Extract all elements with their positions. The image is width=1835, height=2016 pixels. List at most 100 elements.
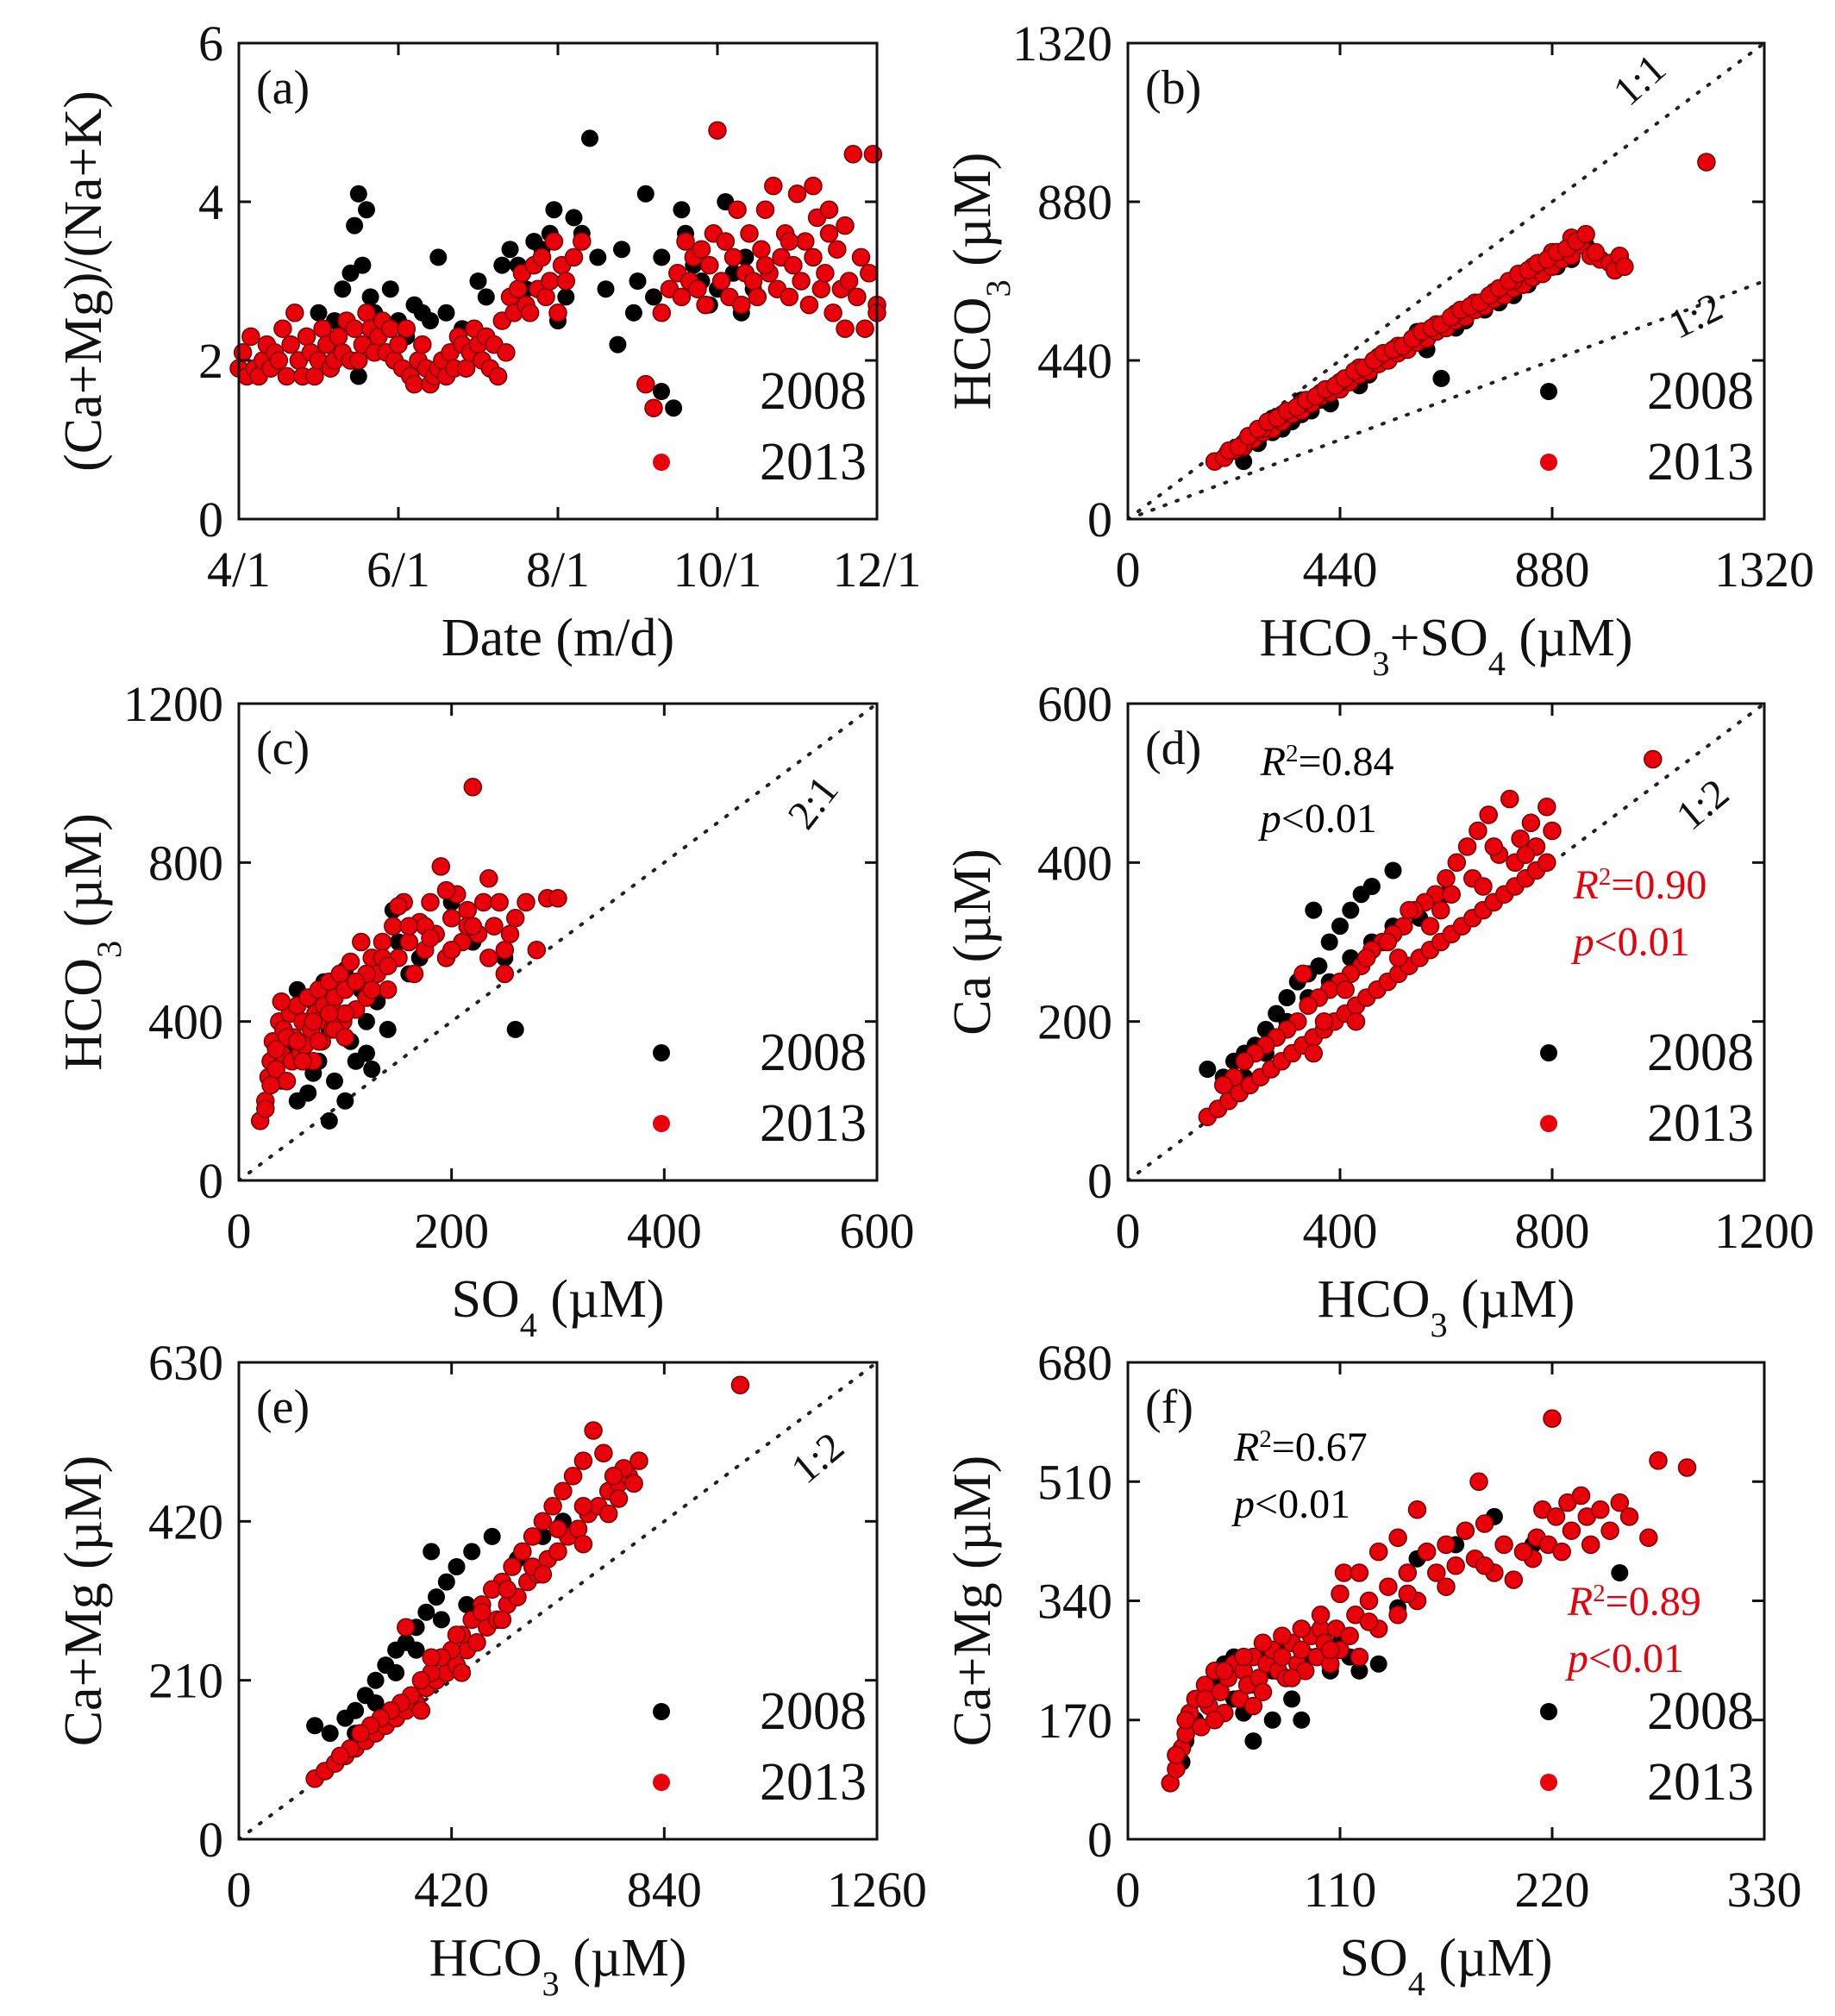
- data-point: [1571, 1486, 1591, 1506]
- y-tick-label: 440: [1037, 333, 1112, 389]
- x-axis-label: SO4 (µM): [451, 1270, 664, 1344]
- data-point: [609, 1489, 629, 1508]
- data-point: [1369, 1655, 1387, 1673]
- y-tick-label: 0: [198, 491, 223, 548]
- data-point: [306, 1717, 324, 1735]
- data-point: [335, 1028, 355, 1047]
- data-point: [816, 264, 835, 283]
- data-point: [536, 287, 555, 307]
- data-point: [241, 327, 260, 347]
- x-tick-label: 600: [840, 1203, 915, 1259]
- y-tick-label: 1320: [1012, 16, 1112, 72]
- data-point: [1417, 1542, 1437, 1562]
- data-point: [1581, 1535, 1600, 1555]
- data-point: [1446, 1556, 1465, 1575]
- data-point: [335, 1004, 355, 1024]
- r-squared-2008: R2=0.67: [1233, 1424, 1368, 1470]
- y-axis-label: HCO3 (µM): [54, 813, 128, 1071]
- data-point: [629, 272, 647, 290]
- data-point: [357, 304, 376, 322]
- data-point: [490, 892, 509, 912]
- data-point: [1311, 1606, 1331, 1625]
- data-point: [421, 929, 440, 948]
- data-point: [492, 1610, 512, 1630]
- y-tick-label: 0: [198, 1812, 223, 1868]
- y-tick-label: 210: [148, 1653, 223, 1709]
- data-point: [431, 857, 451, 876]
- panel-d: 1:2 0 400 800 1200 0 200 400 600 HCO3 (µM) Ca (µM)…: [943, 676, 1814, 1344]
- data-point: [397, 319, 416, 338]
- legend-label-2013: 2013: [1647, 433, 1754, 491]
- data-point: [533, 1565, 553, 1584]
- data-point: [266, 1040, 285, 1059]
- data-point: [346, 972, 366, 992]
- x-tick-label: 400: [627, 1203, 702, 1259]
- data-point: [505, 909, 525, 928]
- data-point: [345, 319, 364, 338]
- data-point: [349, 185, 367, 203]
- data-point: [379, 1020, 397, 1038]
- data-point: [432, 1611, 450, 1629]
- x-tick-label: 0: [1116, 1862, 1141, 1918]
- data-point: [1516, 845, 1536, 864]
- data-point: [1253, 1633, 1273, 1653]
- data-point: [740, 224, 759, 243]
- x-tick-label: 1200: [1714, 1203, 1814, 1259]
- data-point: [320, 1004, 339, 1024]
- data-point: [1400, 900, 1419, 920]
- data-point: [755, 200, 775, 219]
- legend-label-2013: 2013: [760, 433, 867, 491]
- legend: 2008 2013: [653, 362, 867, 491]
- data-point: [378, 980, 398, 999]
- data-point: [532, 247, 552, 267]
- data-point: [787, 185, 807, 203]
- data-point: [700, 255, 719, 275]
- x-tick-label: 200: [414, 1203, 489, 1259]
- data-point: [594, 1443, 613, 1463]
- data-point: [1350, 1662, 1368, 1680]
- panel-e: 1:2 0 420 840 1260 0 210 420 630 HCO3 (µM) Ca+Mg (…: [54, 1335, 927, 2003]
- data-point: [1235, 1052, 1255, 1071]
- data-point: [1283, 1690, 1301, 1708]
- y-tick-label: 400: [148, 994, 223, 1050]
- data-point: [404, 964, 424, 984]
- data-point: [277, 366, 297, 386]
- x-tick-label: 8/1: [526, 542, 590, 598]
- series-2008: [306, 1512, 572, 1743]
- data-point: [269, 351, 289, 370]
- data-point: [320, 1111, 338, 1130]
- data-point: [548, 1519, 567, 1538]
- legend: 2008 2013: [1540, 1682, 1754, 1812]
- p-value-2013: p<0.01: [1565, 1636, 1684, 1681]
- y-axis-label: (Ca+Mg)/(Na+K): [54, 91, 113, 472]
- data-point: [692, 240, 711, 259]
- data-point: [819, 200, 839, 219]
- y-tick-label: 200: [1037, 994, 1112, 1050]
- y-tick-label: 400: [1037, 835, 1112, 891]
- data-point: [509, 279, 528, 298]
- legend: 2008 2013: [1540, 362, 1754, 491]
- data-point: [636, 185, 654, 203]
- data-point: [429, 248, 448, 266]
- legend-label-2013: 2013: [1647, 1753, 1754, 1812]
- data-point: [366, 1694, 385, 1712]
- data-point: [277, 1072, 297, 1091]
- data-point: [422, 1648, 441, 1668]
- data-point: [824, 304, 842, 322]
- data-point: [752, 240, 771, 259]
- data-point: [285, 304, 304, 322]
- data-point: [421, 892, 440, 912]
- data-point: [1334, 1563, 1354, 1582]
- data-point: [304, 1011, 323, 1031]
- data-point: [1293, 1711, 1311, 1729]
- data-point: [1350, 1647, 1369, 1667]
- data-point: [573, 1497, 593, 1516]
- data-point: [851, 247, 871, 267]
- data-point: [548, 1542, 567, 1562]
- data-point: [261, 1075, 280, 1095]
- data-point: [1619, 1507, 1639, 1526]
- data-point: [863, 145, 883, 164]
- x-tick-label: 400: [1303, 1203, 1378, 1259]
- data-point: [334, 280, 352, 298]
- data-point: [352, 932, 371, 952]
